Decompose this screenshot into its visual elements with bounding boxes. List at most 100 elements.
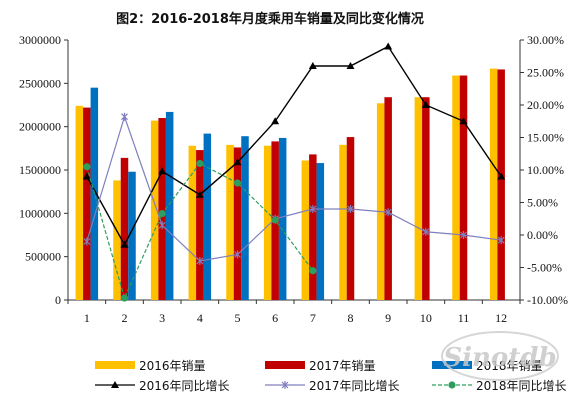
marker-triangle xyxy=(346,62,355,69)
marker-circle xyxy=(83,163,91,171)
marker-triangle xyxy=(82,172,91,180)
left-tick-label: 0 xyxy=(55,293,61,307)
marker-circle xyxy=(233,179,242,187)
marker-triangle xyxy=(271,117,280,125)
left-tick-label: 3000000 xyxy=(19,33,61,47)
bar-2 xyxy=(120,157,129,300)
marker-circle xyxy=(271,216,279,224)
x-tick-label: 2 xyxy=(122,311,128,325)
bar-2 xyxy=(158,118,166,300)
marker-star xyxy=(158,221,166,230)
marker-triangle xyxy=(233,158,242,166)
left-tick-label: 500000 xyxy=(25,250,61,264)
right-tick-label: 5.00% xyxy=(527,196,558,210)
marker-triangle xyxy=(158,167,167,175)
bar-layer xyxy=(75,68,505,301)
bar-3 xyxy=(241,136,249,300)
right-tick-label: 10.00% xyxy=(527,163,564,177)
marker-star xyxy=(121,112,128,121)
right-tick-label: -5.00% xyxy=(527,261,562,275)
marker-circle xyxy=(158,209,166,218)
series-line xyxy=(86,45,502,247)
bar-1 xyxy=(376,103,385,301)
bar-2 xyxy=(459,75,468,301)
bar-2 xyxy=(233,147,242,300)
marker-star xyxy=(281,381,289,389)
marker-star xyxy=(83,237,91,246)
left-tick-label: 1500000 xyxy=(19,163,61,177)
left-tick-label: 1000000 xyxy=(19,206,61,220)
marker-star xyxy=(234,250,241,259)
right-tick-label: 25.00% xyxy=(527,66,564,80)
bar-1 xyxy=(301,160,310,300)
bar-3 xyxy=(90,87,99,301)
line-series-2 xyxy=(83,112,505,265)
bar-2 xyxy=(422,97,430,300)
x-tick-label: 4 xyxy=(197,311,203,325)
marker-triangle xyxy=(384,42,393,50)
bar-1 xyxy=(452,75,460,301)
bar-2 xyxy=(384,97,392,300)
line-series-3 xyxy=(83,159,317,302)
legend-label: 2017年同比增长 xyxy=(309,379,400,393)
marker-triangle xyxy=(459,117,468,125)
marker-star xyxy=(196,257,204,265)
x-tick-label: 5 xyxy=(235,311,241,325)
bar-3 xyxy=(316,163,325,300)
bar-1 xyxy=(150,120,159,300)
legend-swatch-bar xyxy=(95,361,135,369)
bar-1 xyxy=(75,105,84,300)
svg-text:Sinotdb: Sinotdb xyxy=(443,343,556,373)
right-tick-label: 20.00% xyxy=(527,98,564,112)
marker-circle xyxy=(196,159,204,168)
bar-3 xyxy=(203,133,212,300)
x-tick-label: 9 xyxy=(385,311,391,325)
bar-1 xyxy=(263,145,272,300)
legend-label: 2018年销量 xyxy=(476,359,543,373)
right-tick-label: 0.00% xyxy=(527,228,558,242)
x-tick-label: 7 xyxy=(310,311,316,325)
legend-label: 2016年销量 xyxy=(139,359,206,373)
marker-star xyxy=(347,205,354,213)
bar-2 xyxy=(83,107,91,300)
marker-triangle xyxy=(195,190,204,198)
x-tick-label: 3 xyxy=(159,311,165,325)
marker-triangle xyxy=(308,62,317,69)
line-layer xyxy=(82,42,506,302)
legend-swatch-bar xyxy=(432,361,472,369)
bar-1 xyxy=(226,144,234,300)
bar-3 xyxy=(278,137,287,300)
marker-circle xyxy=(309,267,317,275)
bar-1 xyxy=(188,145,197,300)
marker-star xyxy=(309,205,317,213)
bar-1 xyxy=(489,68,498,300)
marker-triangle xyxy=(421,101,430,108)
bar-1 xyxy=(113,180,121,300)
x-tick-label: 10 xyxy=(420,311,432,325)
left-tick-label: 2000000 xyxy=(19,120,61,134)
bar-2 xyxy=(497,69,505,300)
bar-2 xyxy=(346,137,355,300)
marker-circle xyxy=(448,381,456,389)
right-tick-label: 15.00% xyxy=(527,131,564,145)
line-series-1 xyxy=(82,42,506,248)
left-tick-label: 2500000 xyxy=(19,76,61,90)
bar-2 xyxy=(309,154,317,300)
x-tick-label: 12 xyxy=(495,311,507,325)
right-tick-label: -10.00% xyxy=(527,293,568,307)
right-tick-label: 30.00% xyxy=(527,33,564,47)
legend-label: 2017年销量 xyxy=(309,359,376,373)
chart-axes: 0 500000 1000000 1500000 2000000 2500000 30000… xyxy=(19,33,568,325)
marker-star xyxy=(497,236,505,245)
watermark-logo: Sinotdb xyxy=(441,331,559,381)
x-tick-label: 1 xyxy=(84,311,90,325)
marker-star xyxy=(384,208,392,217)
marker-triangle xyxy=(497,172,506,180)
legend-label: 2018年同比增长 xyxy=(476,379,567,393)
bar-1 xyxy=(414,97,423,300)
chart-title: 图2：2016-2018年月度乘用车销量及同比变化情况 xyxy=(116,11,424,27)
bar-1 xyxy=(339,144,347,300)
marker-star xyxy=(460,231,467,239)
